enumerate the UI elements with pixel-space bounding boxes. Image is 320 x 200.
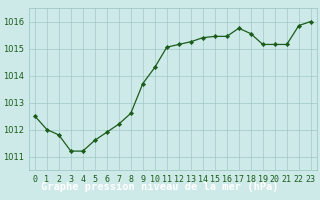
Text: Graphe pression niveau de la mer (hPa): Graphe pression niveau de la mer (hPa)	[41, 182, 279, 192]
